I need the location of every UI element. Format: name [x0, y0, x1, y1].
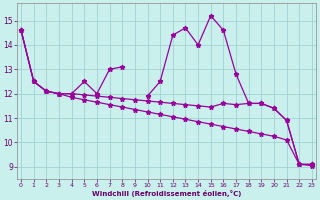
- X-axis label: Windchill (Refroidissement éolien,°C): Windchill (Refroidissement éolien,°C): [92, 190, 241, 197]
